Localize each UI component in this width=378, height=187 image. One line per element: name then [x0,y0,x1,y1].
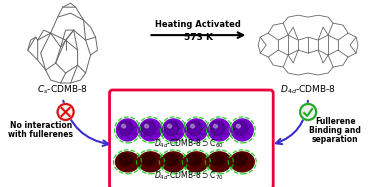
Ellipse shape [141,154,155,166]
Circle shape [57,103,74,121]
Text: separation: separation [312,135,358,144]
Circle shape [185,119,208,141]
Circle shape [139,119,161,141]
Text: Fullerene: Fullerene [315,117,355,126]
Ellipse shape [208,152,231,172]
Circle shape [145,124,149,128]
Ellipse shape [119,154,133,166]
Text: 573 K: 573 K [184,33,213,42]
Circle shape [237,124,240,128]
Circle shape [187,121,202,135]
Ellipse shape [187,154,201,166]
Ellipse shape [233,154,247,166]
Circle shape [167,124,172,128]
Ellipse shape [164,154,178,166]
Ellipse shape [138,152,163,172]
Circle shape [299,103,317,121]
Ellipse shape [116,152,139,172]
Ellipse shape [230,152,254,172]
Ellipse shape [161,152,185,172]
Circle shape [211,121,225,135]
Circle shape [122,124,125,128]
Circle shape [214,124,217,128]
Text: $\it{D}$$_{4d}$-CDMB-8: $\it{D}$$_{4d}$-CDMB-8 [280,84,336,96]
Text: Binding and: Binding and [309,126,361,135]
Text: $\it{C}$$_s$-CDMB-8: $\it{C}$$_s$-CDMB-8 [37,84,88,96]
Text: Heating Activated: Heating Activated [155,20,241,29]
FancyBboxPatch shape [110,90,273,187]
Ellipse shape [210,154,224,166]
Circle shape [119,121,133,135]
Circle shape [116,119,138,141]
Circle shape [142,121,156,135]
Circle shape [165,121,179,135]
Circle shape [208,119,230,141]
Text: $D_{4d}$-CDMB-8$\supset$C$_{60}$: $D_{4d}$-CDMB-8$\supset$C$_{60}$ [153,138,223,150]
Text: No interaction: No interaction [9,121,72,131]
Circle shape [191,124,195,128]
Text: with fullerenes: with fullerenes [8,130,73,140]
Circle shape [234,121,248,135]
Circle shape [231,119,253,141]
Circle shape [163,119,184,141]
Text: $D_{4d}$-CDMB-8$\supset$C$_{70}$: $D_{4d}$-CDMB-8$\supset$C$_{70}$ [153,170,223,182]
Ellipse shape [184,152,208,172]
